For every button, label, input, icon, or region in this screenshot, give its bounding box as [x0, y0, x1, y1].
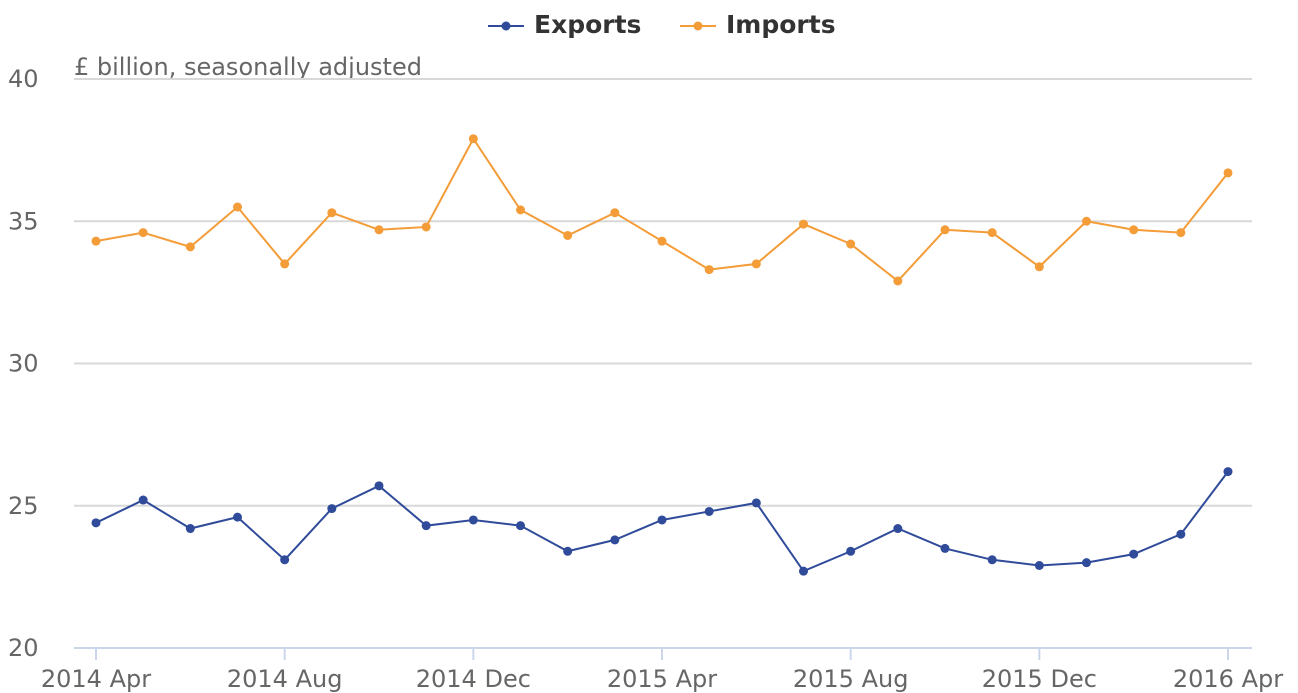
data-point — [1129, 225, 1139, 235]
data-point — [846, 239, 856, 249]
data-point — [233, 202, 242, 212]
data-point — [138, 495, 148, 505]
data-point — [91, 518, 101, 528]
data-point — [610, 208, 620, 218]
data-point — [1223, 168, 1233, 178]
chart-subtitle: £ billion, seasonally adjusted — [74, 53, 422, 81]
legend-marker — [501, 21, 511, 31]
data-point — [610, 535, 620, 545]
data-point — [1223, 467, 1233, 477]
data-point — [1176, 228, 1186, 238]
x-tick-label: 2014 Dec — [416, 665, 531, 693]
data-point — [1082, 216, 1091, 226]
data-point — [1082, 558, 1091, 568]
data-point — [751, 259, 761, 269]
data-point — [138, 228, 148, 238]
data-point — [1129, 549, 1139, 559]
data-point — [704, 506, 714, 516]
data-point — [280, 555, 290, 565]
data-point — [940, 225, 950, 235]
y-tick-label: 25 — [8, 492, 39, 520]
data-point — [233, 512, 242, 522]
data-point — [940, 543, 950, 553]
y-tick-label: 20 — [8, 634, 39, 662]
data-point — [987, 555, 997, 565]
data-point — [516, 521, 525, 531]
data-point — [893, 276, 903, 286]
legend-marker — [693, 21, 703, 31]
data-point — [374, 481, 384, 491]
data-point — [799, 566, 808, 576]
data-point — [846, 546, 856, 556]
data-point — [563, 546, 573, 556]
y-tick-label: 35 — [8, 207, 39, 235]
data-point — [657, 236, 667, 246]
x-tick-label: 2014 Aug — [227, 665, 343, 693]
x-tick-label: 2015 Aug — [793, 665, 909, 693]
y-tick-label: 40 — [8, 65, 39, 93]
data-point — [280, 259, 290, 269]
data-point — [987, 228, 997, 238]
data-point — [421, 222, 431, 232]
data-point — [751, 498, 761, 508]
x-tick-label: 2015 Apr — [607, 665, 717, 693]
data-point — [185, 242, 195, 252]
legend-label: Exports — [534, 10, 641, 39]
legend-label: Imports — [726, 10, 836, 39]
data-point — [704, 265, 714, 275]
data-point — [1034, 262, 1044, 272]
data-point — [1176, 529, 1186, 539]
data-point — [799, 219, 808, 229]
data-point — [468, 515, 478, 525]
data-point — [657, 515, 667, 525]
data-point — [516, 205, 525, 215]
data-point — [1034, 560, 1044, 570]
data-point — [91, 236, 101, 246]
data-point — [327, 504, 337, 514]
data-point — [421, 521, 431, 531]
x-tick-label: 2015 Dec — [982, 665, 1097, 693]
series-line — [95, 136, 1229, 283]
data-point — [563, 230, 573, 240]
data-point — [893, 524, 903, 534]
x-tick-label: 2016 Apr — [1173, 665, 1283, 693]
data-point — [468, 134, 478, 144]
data-point — [185, 524, 195, 534]
y-tick-label: 30 — [8, 350, 39, 378]
x-tick-label: 2014 Apr — [41, 665, 151, 693]
data-point — [374, 225, 384, 235]
data-point — [327, 208, 337, 218]
